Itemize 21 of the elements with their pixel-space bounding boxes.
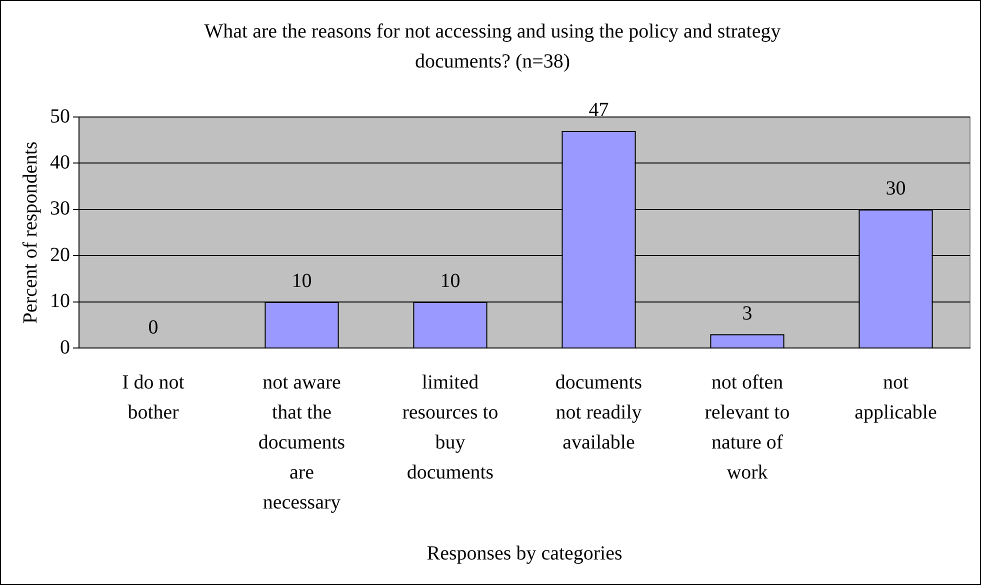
y-axis-title: Percent of respondents	[19, 141, 42, 324]
x-tick-label: not often relevant to nature of work	[704, 371, 790, 484]
data-label: 3	[742, 302, 752, 324]
data-label: 10	[292, 270, 312, 292]
y-tick-label: 20	[50, 244, 70, 266]
y-tick-label: 50	[50, 105, 70, 128]
data-label: 0	[148, 316, 158, 338]
data-label: 30	[886, 178, 906, 200]
y-tick-label: 40	[50, 151, 70, 174]
x-tick-label: I do not bother	[122, 371, 185, 424]
x-tick-label: not applicable	[854, 371, 937, 424]
x-tick-label: not aware that the documents are necessary	[258, 371, 346, 514]
data-label: 47	[588, 99, 609, 122]
data-label: 10	[440, 270, 460, 292]
x-axis-title: Responses by categories	[426, 542, 622, 564]
y-tick-label: 10	[50, 290, 70, 312]
y-tick-label: 0	[60, 336, 70, 358]
x-tick-label: documents not readily available	[555, 371, 642, 454]
y-tick-label: 30	[50, 198, 70, 220]
chart-title: What are the reasons for not accessing and using the policy and strategy documents? (n=38)	[204, 20, 781, 72]
x-tick-label: limited resources to buy documents	[402, 371, 498, 484]
